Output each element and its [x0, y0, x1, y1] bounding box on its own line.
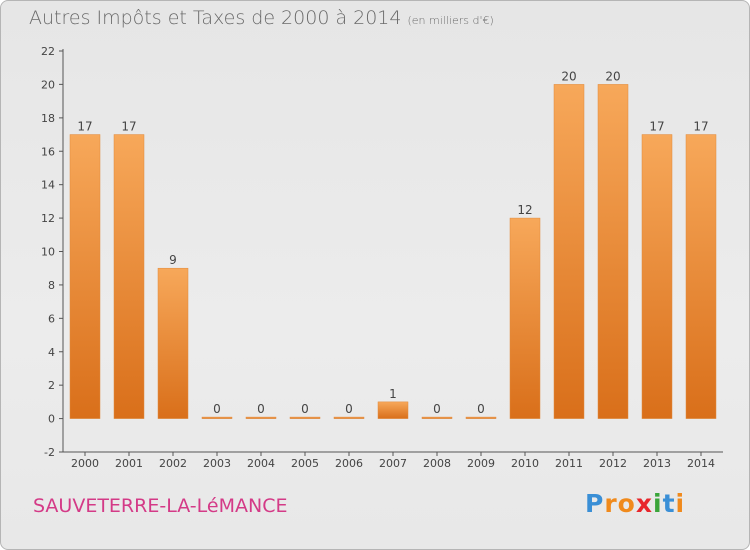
data-label-2009: 0	[477, 402, 485, 416]
data-label-2008: 0	[433, 402, 441, 416]
data-label-2001: 17	[121, 120, 136, 134]
y-tick-label: 2	[48, 379, 55, 392]
bar-2000	[69, 134, 101, 419]
bar-2012	[597, 84, 629, 419]
bar-2009	[465, 416, 497, 419]
data-label-2005: 0	[301, 402, 309, 416]
y-tick-label: 10	[41, 246, 55, 259]
logo-letter: i	[675, 489, 686, 518]
bar-2003	[201, 416, 233, 419]
x-tick-label: 2004	[247, 457, 275, 470]
x-tick-label: 2002	[159, 457, 187, 470]
data-label-2002: 9	[169, 253, 177, 267]
data-label-2011: 20	[561, 69, 576, 83]
logo-letter: t	[662, 489, 676, 518]
bar-2004	[245, 416, 277, 419]
y-tick-label: 14	[41, 179, 55, 192]
chart-title: Autres Impôts et Taxes de 2000 à 2014 (en…	[29, 7, 494, 29]
y-tick-label: -2	[44, 446, 55, 459]
data-label-2014: 17	[693, 120, 708, 134]
y-tick-label: 18	[41, 112, 55, 125]
y-tick-label: 8	[48, 279, 55, 292]
bar-2002	[157, 267, 189, 419]
logo-letter: r	[604, 489, 618, 518]
bar-2008	[421, 416, 453, 419]
x-tick-label: 2009	[467, 457, 495, 470]
x-tick-label: 2006	[335, 457, 363, 470]
bar-2005	[289, 416, 321, 419]
chart-bars	[69, 84, 717, 419]
chart-subtitle: (en milliers d'€)	[407, 14, 494, 27]
data-label-2004: 0	[257, 402, 265, 416]
x-tick-label: 2001	[115, 457, 143, 470]
bar-2010	[509, 217, 541, 419]
x-tick-label: 2010	[511, 457, 539, 470]
data-label-2010: 12	[517, 203, 532, 217]
x-tick-label: 2011	[555, 457, 583, 470]
y-tick-label: 12	[41, 212, 55, 225]
x-tick-label: 2008	[423, 457, 451, 470]
bar-2013	[641, 134, 673, 419]
place-name: SAUVETERRE-LA-LéMANCE	[33, 495, 288, 517]
y-tick-label: 6	[48, 312, 55, 325]
bar-2007	[377, 401, 409, 419]
logo-letter: P	[585, 489, 605, 518]
data-label-2012: 20	[605, 69, 620, 83]
x-tick-label: 2005	[291, 457, 319, 470]
bar-2011	[553, 84, 585, 419]
data-label-2006: 0	[345, 402, 353, 416]
chart-title-text: Autres Impôts et Taxes de 2000 à 2014	[29, 7, 402, 29]
data-label-2003: 0	[213, 402, 221, 416]
logo-letter: o	[617, 489, 636, 518]
x-tick-label: 2003	[203, 457, 231, 470]
logo-letter: i	[653, 489, 663, 518]
data-label-2013: 17	[649, 120, 664, 134]
x-tick-label: 2012	[599, 457, 627, 470]
y-tick-label: 22	[41, 45, 55, 58]
logo-letter: x	[635, 489, 653, 518]
chart-data-labels: 17 17 9 0 0 0 0 1 0 0 12 20 20 17 17	[77, 69, 708, 416]
x-tick-label: 2014	[687, 457, 715, 470]
y-tick-label: 4	[48, 346, 55, 359]
bar-2006	[333, 416, 365, 419]
y-tick-label: 0	[48, 413, 55, 426]
bar-2001	[113, 134, 145, 419]
x-tick-label: 2000	[71, 457, 99, 470]
x-tick-label: 2013	[643, 457, 671, 470]
proxiti-logo: Proxiti	[585, 489, 685, 518]
data-label-2000: 17	[77, 120, 92, 134]
y-tick-label: 16	[41, 145, 55, 158]
bar-2014	[685, 134, 717, 419]
y-tick-label: 20	[41, 78, 55, 91]
x-tick-label: 2007	[379, 457, 407, 470]
data-label-2007: 1	[389, 387, 397, 401]
